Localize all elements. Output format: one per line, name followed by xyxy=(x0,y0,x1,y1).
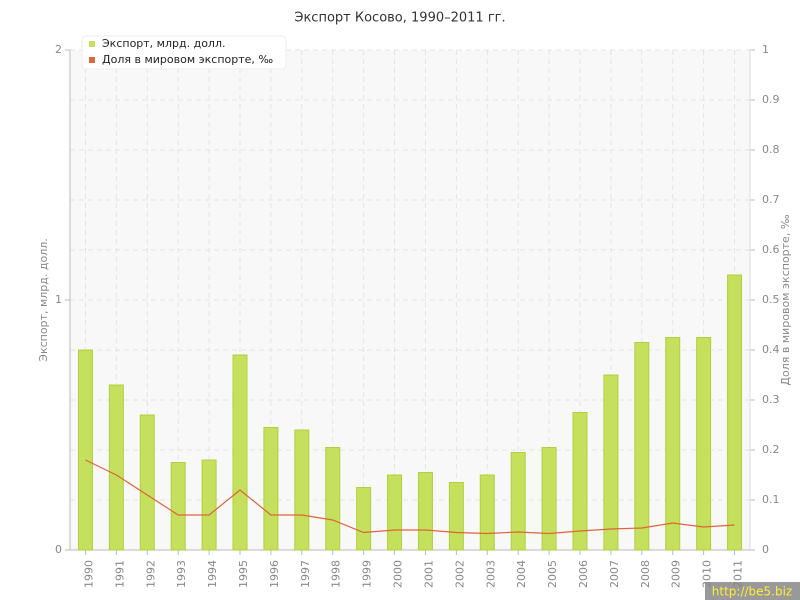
bar xyxy=(417,472,433,551)
x-tick-label: 1996 xyxy=(268,560,281,588)
x-tick-label: 1994 xyxy=(206,560,219,588)
bar xyxy=(232,354,248,551)
x-tick-label: 2008 xyxy=(639,560,652,588)
legend-swatch xyxy=(89,41,95,47)
x-tick-label: 1991 xyxy=(113,560,126,588)
y2-tick-label: 0.1 xyxy=(762,493,780,506)
bar xyxy=(665,337,681,551)
bar xyxy=(727,274,743,551)
watermark: http://be5.biz xyxy=(712,585,792,599)
x-tick-label: 1992 xyxy=(144,560,157,588)
bar xyxy=(201,459,217,551)
x-tick-label: 1997 xyxy=(299,560,312,588)
legend-swatch xyxy=(89,57,95,63)
y-tick-label: 1 xyxy=(55,293,62,306)
bar xyxy=(603,374,619,551)
x-tick-label: 1995 xyxy=(237,560,250,588)
watermark-bg xyxy=(705,582,800,600)
y2-tick-label: 0.3 xyxy=(762,393,780,406)
y2-tick-label: 0.8 xyxy=(762,143,780,156)
chart-title: Экспорт Косово, 1990–2011 гг. xyxy=(294,11,505,26)
x-tick-label: 2011 xyxy=(732,560,745,588)
bar xyxy=(108,384,124,551)
legend-label: Доля в мировом экспорте, ‰ xyxy=(102,53,273,66)
x-tick-label: 2010 xyxy=(701,560,714,588)
y-tick-label: 2 xyxy=(55,43,62,56)
legend-box xyxy=(81,35,287,70)
legend-label: Экспорт, млрд. долл. xyxy=(102,37,225,50)
x-tick-label: 1993 xyxy=(175,560,188,588)
x-tick-label: 1998 xyxy=(330,560,343,588)
bar xyxy=(634,342,650,551)
bar xyxy=(263,427,279,551)
x-tick-label: 2001 xyxy=(422,560,435,588)
y2-tick-label: 0 xyxy=(762,543,769,556)
y2-tick-label: 0.5 xyxy=(762,293,780,306)
x-tick-label: 2005 xyxy=(546,560,559,588)
y-axis-label: Экспорт, млрд. долл. xyxy=(37,238,50,361)
x-tick-label: 2003 xyxy=(484,560,497,588)
bar xyxy=(77,349,93,551)
bar xyxy=(572,412,588,551)
y2-tick-label: 0.2 xyxy=(762,443,780,456)
bar xyxy=(541,447,557,551)
bar xyxy=(170,462,186,551)
x-tick-label: 1990 xyxy=(82,560,95,588)
y2-tick-label: 0.7 xyxy=(762,193,780,206)
y2-tick-label: 0.6 xyxy=(762,243,780,256)
y2-tick-label: 0.9 xyxy=(762,93,780,106)
line xyxy=(85,459,735,535)
x-tick-label: 2000 xyxy=(392,560,405,588)
x-tick-label: 2007 xyxy=(608,560,621,588)
bar xyxy=(356,487,372,551)
bar xyxy=(139,414,155,551)
bar xyxy=(325,447,341,551)
x-tick-label: 1999 xyxy=(361,560,374,588)
bar xyxy=(294,429,310,551)
bar xyxy=(387,474,403,551)
y2-tick-label: 1 xyxy=(762,43,769,56)
y2-axis-label: Доля в мировом экспорте, ‰ xyxy=(779,214,792,385)
x-tick-label: 2009 xyxy=(670,560,683,588)
x-tick-label: 2002 xyxy=(453,560,466,588)
bar xyxy=(448,482,464,551)
y2-tick-label: 0.4 xyxy=(762,343,780,356)
bar xyxy=(696,337,712,551)
bar xyxy=(479,474,495,551)
x-tick-label: 2004 xyxy=(515,560,528,588)
bar xyxy=(510,452,526,551)
x-tick-label: 2006 xyxy=(577,560,590,588)
y-tick-label: 0 xyxy=(55,543,62,556)
